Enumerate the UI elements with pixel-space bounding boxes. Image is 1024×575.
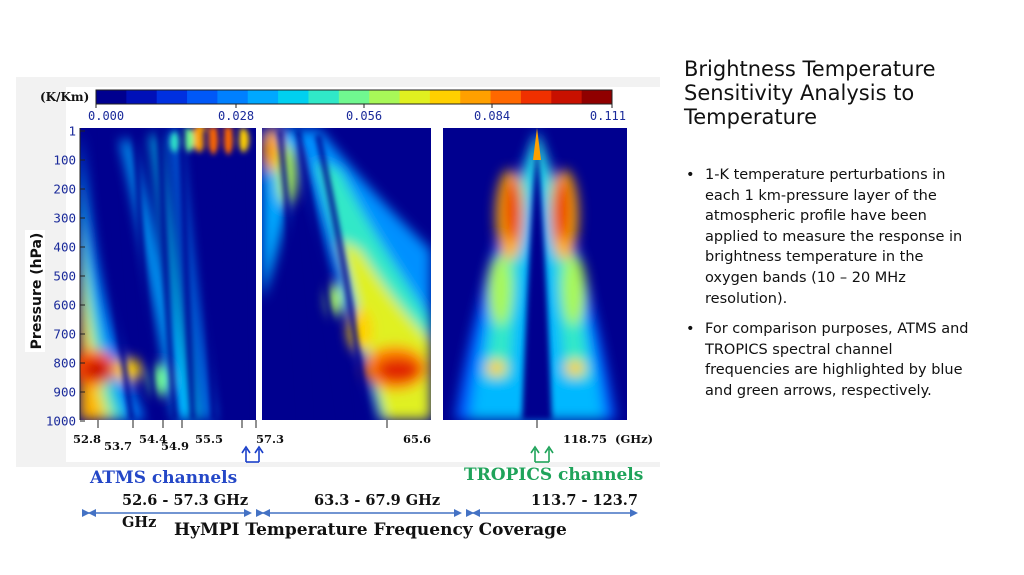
bullet-list: • 1-K temperature perturbations in each 1…: [684, 165, 969, 412]
range-label-1-unit: GHz: [122, 514, 156, 531]
x-axis-label: 53.7: [104, 439, 132, 453]
y-axis-label: Pressure (hPa): [29, 233, 45, 350]
colorbar-ticks: 0.000 0.028 0.056 0.084 0.111: [88, 104, 626, 123]
colorbar-swatch: [581, 90, 613, 104]
sensitivity-figure: (K/Km) 0.000 0.028 0.056 0.084 0.111: [16, 77, 660, 540]
slide-title: Brightness Temperature Sensitivity Analy…: [684, 57, 936, 129]
colorbar: [95, 89, 613, 105]
tropics-arrows: [530, 445, 554, 463]
y-tick-label: 600: [53, 298, 76, 313]
y-tick-label: 900: [53, 385, 76, 400]
y-tick-label: 400: [53, 240, 76, 255]
x-axis-label: 54.9: [161, 439, 189, 453]
heatmap-panel-1: [80, 128, 256, 420]
colorbar-tick-label: 0.028: [218, 109, 254, 123]
x-axis-label: 118.75: [563, 432, 607, 446]
x-axis-label: 55.5: [195, 432, 223, 446]
colorbar-swatch: [126, 90, 158, 104]
colorbar-swatch: [460, 90, 492, 104]
coverage-caption: HyMPI Temperature Frequency Coverage: [174, 520, 567, 540]
y-tick-label: 800: [53, 356, 76, 371]
x-axis-labels: 52.8 53.7 54.454.9 55.5 57.3 65.6 118.75 (GHz): [73, 420, 653, 453]
y-tick-label: 700: [53, 327, 76, 342]
colorbar-swatch: [217, 90, 249, 104]
colorbar-swatch: [551, 90, 583, 104]
colorbar-swatch: [156, 90, 188, 104]
colorbar-swatch: [338, 90, 370, 104]
bullet-item: • For comparison purposes, ATMS and TROPI…: [684, 319, 969, 401]
colorbar-swatch: [429, 90, 461, 104]
colorbar-swatch: [369, 90, 401, 104]
colorbar-unit: (K/Km): [40, 90, 89, 104]
heatmap-panel-3: [443, 128, 627, 420]
colorbar-tick-label: 0.084: [474, 109, 510, 123]
y-tick-label: 300: [53, 211, 76, 226]
x-axis-label: 52.8: [73, 432, 101, 446]
y-tick-label: 500: [53, 269, 76, 284]
bullet-dot-icon: •: [686, 167, 695, 183]
colorbar-tick-label: 0.000: [88, 109, 124, 123]
y-tick-label: 100: [53, 153, 76, 168]
atms-label: ATMS channels: [89, 468, 237, 488]
y-axis-ticks: 1 100 200 300 400 500 600 700 800 900 1000: [46, 124, 85, 429]
colorbar-swatch: [187, 90, 218, 104]
bullet-text: For comparison purposes, ATMS and TROPIC…: [705, 321, 969, 399]
x-axis-label: 57.3: [256, 432, 284, 446]
colorbar-swatch: [96, 90, 127, 104]
y-tick-label: 1000: [46, 414, 76, 429]
range-label-2: 63.3 - 67.9 GHz: [314, 492, 440, 509]
tropics-label: TROPICS channels: [464, 465, 643, 485]
y-tick-label: 1: [68, 124, 76, 139]
colorbar-swatch: [308, 90, 340, 104]
bullet-item: • 1-K temperature perturbations in each 1…: [684, 165, 969, 309]
bullet-dot-icon: •: [686, 321, 695, 338]
x-axis-label: 54.4: [139, 432, 167, 446]
x-axis-label: 65.6: [403, 432, 431, 446]
atms-arrows: [241, 445, 264, 463]
colorbar-swatch: [278, 90, 309, 104]
y-axis-label-box: Pressure (hPa): [25, 230, 45, 352]
y-tick-label: 200: [53, 182, 76, 197]
colorbar-swatch: [490, 90, 522, 104]
colorbar-tick-label: 0.056: [346, 109, 382, 123]
x-axis-label: (GHz): [615, 432, 653, 446]
colorbar-swatch: [520, 90, 552, 104]
range-label-1: 52.6 - 57.3 GHz: [122, 492, 248, 509]
range-label-3: 113.7 - 123.7: [531, 492, 638, 509]
heatmap-panel-2: [262, 128, 431, 420]
colorbar-tick-label: 0.111: [590, 109, 626, 123]
bullet-text: 1-K temperature perturbations in each 1 …: [705, 167, 963, 307]
colorbar-swatch: [399, 90, 431, 104]
colorbar-swatch: [247, 90, 279, 104]
